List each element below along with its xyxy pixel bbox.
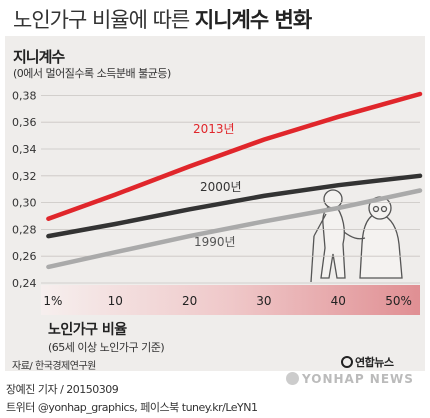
x-axis-subtitle: (65세 이상 노인가구 기준): [48, 341, 165, 354]
series-label: 2013년: [193, 122, 235, 136]
page-title: 노인가구 비율에 따른 지니계수 변화: [13, 4, 312, 34]
series-line: [46, 91, 423, 221]
watermark: YONHAP NEWS: [286, 372, 414, 386]
x-tick-label: 20: [182, 294, 197, 308]
x-tick-label: 40: [331, 294, 346, 308]
x-tick-label: 30: [256, 294, 271, 308]
title-prefix: 노인가구 비율에 따른: [13, 8, 190, 32]
y-tick-label: 0,36: [12, 116, 37, 129]
y-tick-label: 0,28: [12, 223, 37, 236]
series-label: 2000년: [200, 180, 242, 194]
logo-text: 연합뉴스: [355, 356, 394, 369]
x-tick-label: 1%: [43, 294, 62, 308]
x-axis-band: [41, 285, 420, 315]
y-axis-subtitle: (0에서 멀어질수록 소득분배 불균등): [13, 67, 171, 80]
y-tick-label: 0,38: [12, 89, 37, 102]
watermark-icon: [286, 372, 299, 385]
y-tick-label: 0,30: [12, 197, 37, 210]
x-axis-title: 노인가구 비율: [48, 322, 127, 338]
reporter-credit: 장예진 기자 / 20150309: [6, 383, 119, 396]
y-axis-title: 지니계수: [13, 48, 65, 66]
x-tick-label: 50%: [385, 294, 412, 308]
yonhap-logo-icon: [341, 356, 353, 368]
series-line: [46, 188, 423, 270]
series-line: [46, 173, 423, 239]
social-credit: 트위터 @yonhap_graphics, 페이스북 tuney.kr/LeYN…: [6, 401, 258, 414]
source-note: 자료/ 한국경제연구원: [12, 361, 96, 372]
y-tick-label: 0,32: [12, 170, 37, 183]
x-tick-label: 10: [108, 294, 123, 308]
title-main: 지니계수 변화: [194, 8, 312, 32]
watermark-text: YONHAP NEWS: [302, 372, 414, 386]
y-tick-label: 0,34: [12, 143, 37, 156]
yonhap-logo: 연합뉴스: [341, 354, 394, 370]
y-tick-label: 0,26: [12, 250, 37, 263]
y-tick-label: 0,24: [12, 277, 37, 290]
series-label: 1990년: [194, 235, 236, 249]
